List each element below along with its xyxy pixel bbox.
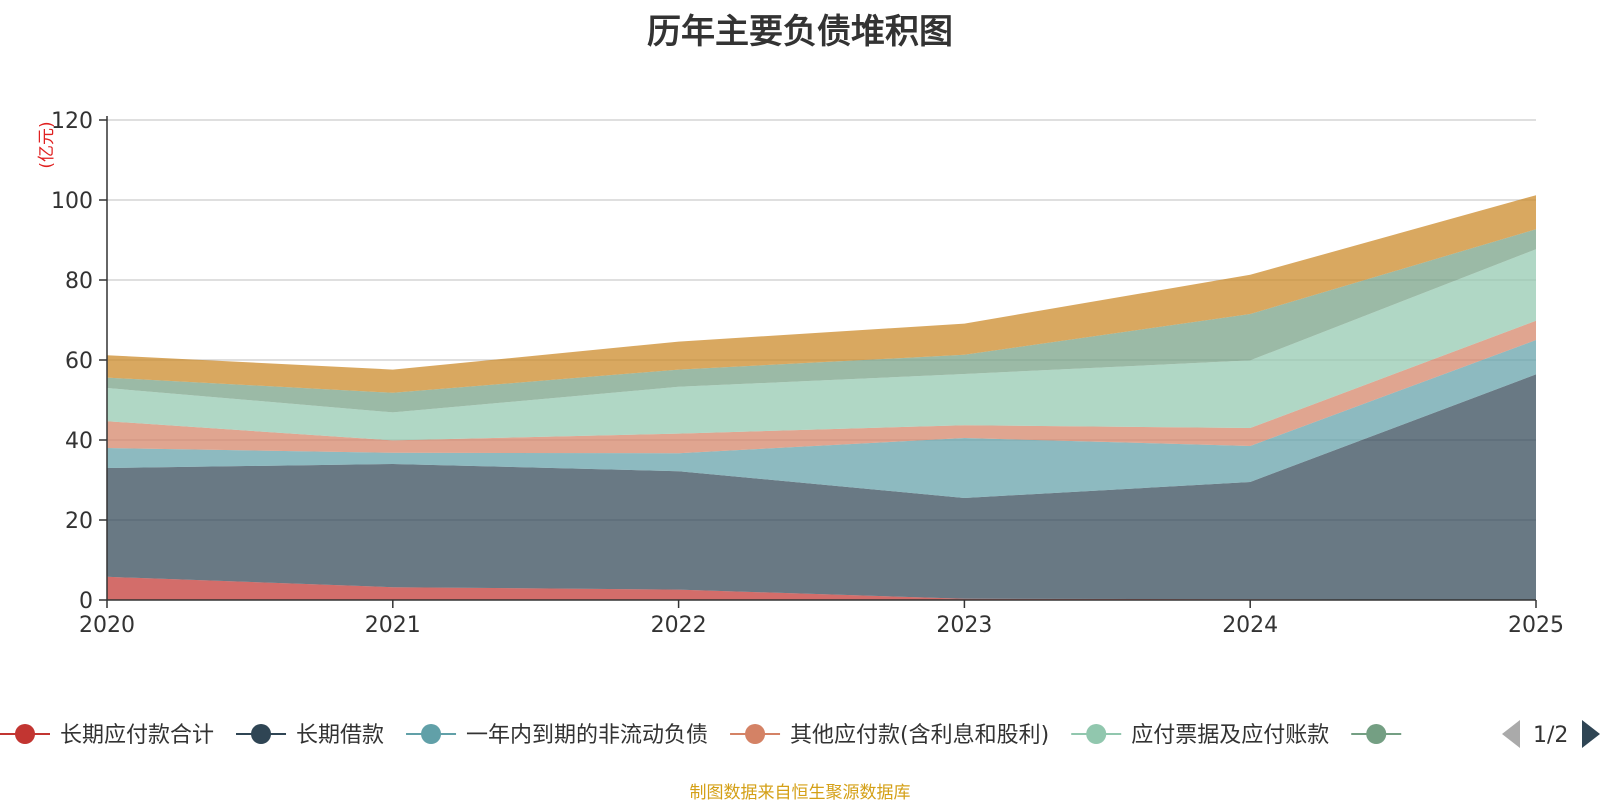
y-tick-label: 0 (79, 589, 93, 614)
legend-circle-icon (251, 724, 272, 744)
source-note: 制图数据来自恒生聚源数据库 (689, 783, 911, 803)
legend-label: 其他应付款(含利息和股利) (790, 723, 1049, 748)
x-tick-label: 2020 (79, 613, 135, 638)
area-series-1[interactable] (107, 374, 1536, 600)
legend-circle-icon (1366, 724, 1387, 744)
legend-item[interactable]: 一年内到期的非流动负债 (406, 723, 708, 748)
legend-circle-icon (421, 724, 442, 744)
legend-circle-icon (15, 724, 35, 744)
axes: 0 20 40 60 80 100 120 2020 2021 2022 2023 2024 2025 (51, 109, 1564, 638)
legend-circle-icon (1086, 724, 1107, 744)
y-tick-label: 100 (51, 189, 93, 214)
y-tick-label: 60 (65, 349, 93, 374)
legend-label: 长期借款 (296, 723, 384, 748)
area-series-3[interactable] (107, 320, 1536, 454)
y-tick-label: 80 (65, 269, 93, 294)
legend-label: 长期应付款合计 (60, 723, 214, 748)
legend-page-indicator: 1/2 (1533, 723, 1568, 748)
legend-item[interactable]: 应付票据及应付账款 (1071, 723, 1329, 748)
y-unit-label: (亿元) (37, 121, 57, 168)
legend-item[interactable]: 长期借款 (236, 723, 384, 748)
x-tick-label: 2021 (365, 613, 421, 638)
area-series (107, 195, 1536, 600)
chart-title: 历年主要负债堆积图 (647, 12, 953, 52)
area-series-6[interactable] (107, 195, 1536, 393)
y-tick-label: 120 (51, 109, 93, 134)
x-tick-label: 2024 (1222, 613, 1278, 638)
area-series-5[interactable] (107, 229, 1536, 413)
legend[interactable]: 长期应付款合计 长期借款 一年内到期的非流动负债 其他应付款(含利息和股利) 应付票据及… (0, 720, 1600, 748)
x-tick-label: 2023 (936, 613, 992, 638)
x-tick-label: 2025 (1508, 613, 1564, 638)
x-tick-label: 2022 (651, 613, 707, 638)
legend-item[interactable] (1351, 724, 1402, 744)
legend-item[interactable]: 长期应付款合计 (0, 723, 214, 748)
area-series-0[interactable] (107, 576, 1536, 600)
legend-next-icon[interactable] (1582, 720, 1600, 748)
area-series-2[interactable] (107, 340, 1536, 498)
legend-item[interactable]: 其他应付款(含利息和股利) (730, 723, 1049, 748)
y-tick-label: 20 (65, 509, 93, 534)
area-series-4[interactable] (107, 249, 1536, 441)
y-tick-label: 40 (65, 429, 93, 454)
legend-prev-icon[interactable] (1502, 720, 1520, 748)
legend-circle-icon (745, 724, 766, 744)
legend-label: 一年内到期的非流动负债 (466, 723, 708, 748)
legend-label: 应付票据及应付账款 (1131, 723, 1329, 748)
